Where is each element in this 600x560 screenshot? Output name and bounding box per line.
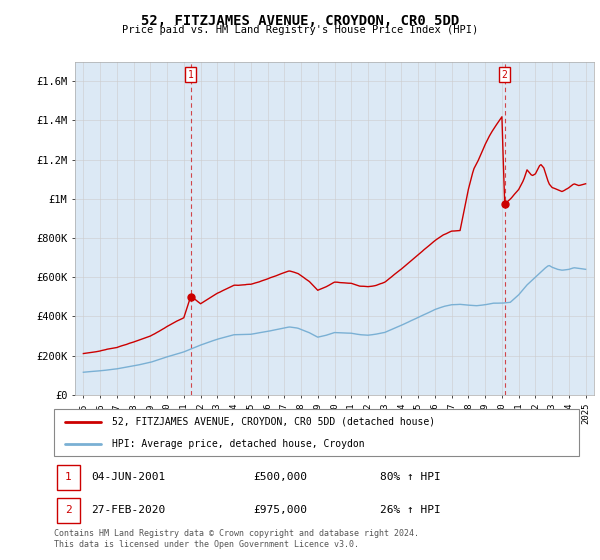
Text: 1: 1 — [65, 473, 72, 483]
Text: £975,000: £975,000 — [254, 505, 308, 515]
Text: 04-JUN-2001: 04-JUN-2001 — [91, 473, 165, 483]
Text: 26% ↑ HPI: 26% ↑ HPI — [380, 505, 440, 515]
Text: 2: 2 — [65, 505, 72, 515]
Text: 52, FITZJAMES AVENUE, CROYDON, CR0 5DD: 52, FITZJAMES AVENUE, CROYDON, CR0 5DD — [141, 14, 459, 28]
Text: £500,000: £500,000 — [254, 473, 308, 483]
Text: Price paid vs. HM Land Registry's House Price Index (HPI): Price paid vs. HM Land Registry's House … — [122, 25, 478, 35]
FancyBboxPatch shape — [54, 409, 579, 456]
Text: 1: 1 — [188, 70, 194, 80]
Text: 80% ↑ HPI: 80% ↑ HPI — [380, 473, 440, 483]
FancyBboxPatch shape — [56, 498, 80, 522]
Text: 27-FEB-2020: 27-FEB-2020 — [91, 505, 165, 515]
Text: Contains HM Land Registry data © Crown copyright and database right 2024.
This d: Contains HM Land Registry data © Crown c… — [54, 529, 419, 549]
Text: 52, FITZJAMES AVENUE, CROYDON, CR0 5DD (detached house): 52, FITZJAMES AVENUE, CROYDON, CR0 5DD (… — [112, 417, 435, 427]
Text: 2: 2 — [502, 70, 508, 80]
Text: HPI: Average price, detached house, Croydon: HPI: Average price, detached house, Croy… — [112, 438, 364, 449]
FancyBboxPatch shape — [56, 465, 80, 489]
